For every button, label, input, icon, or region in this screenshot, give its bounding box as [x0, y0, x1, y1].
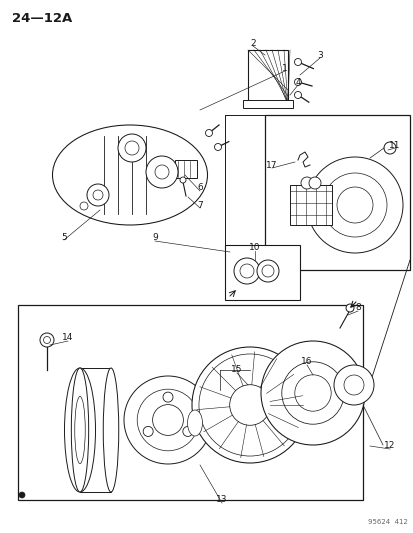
Circle shape — [300, 177, 312, 189]
Circle shape — [256, 260, 278, 282]
Circle shape — [229, 385, 270, 425]
Circle shape — [146, 156, 178, 188]
Ellipse shape — [75, 397, 85, 464]
Polygon shape — [264, 115, 409, 270]
Circle shape — [343, 375, 363, 395]
Text: 15: 15 — [231, 366, 242, 375]
Circle shape — [294, 59, 301, 66]
Circle shape — [124, 376, 211, 464]
Text: 10: 10 — [249, 244, 260, 253]
Ellipse shape — [103, 368, 119, 492]
Text: 16: 16 — [301, 358, 312, 367]
Circle shape — [87, 184, 109, 206]
Text: 5: 5 — [61, 232, 67, 241]
Circle shape — [152, 405, 183, 435]
Circle shape — [308, 177, 320, 189]
Circle shape — [260, 341, 364, 445]
Text: 3: 3 — [316, 51, 322, 60]
Bar — [18, 305, 362, 500]
Circle shape — [192, 347, 307, 463]
Circle shape — [281, 362, 343, 424]
Text: 12: 12 — [383, 441, 395, 450]
Text: 2: 2 — [249, 38, 255, 47]
Circle shape — [383, 142, 395, 154]
Ellipse shape — [71, 368, 88, 492]
Text: 17: 17 — [266, 160, 277, 169]
Polygon shape — [242, 100, 292, 108]
Bar — [175, 160, 197, 178]
Circle shape — [80, 202, 88, 210]
Bar — [224, 245, 299, 300]
Circle shape — [294, 92, 301, 99]
Circle shape — [345, 304, 353, 312]
Text: 9: 9 — [152, 233, 157, 243]
Text: 4: 4 — [294, 77, 300, 86]
Text: 8: 8 — [354, 303, 360, 312]
Text: 11: 11 — [388, 141, 400, 149]
Bar — [80, 368, 111, 492]
Circle shape — [306, 157, 402, 253]
Bar — [289, 185, 331, 225]
Bar — [247, 50, 287, 105]
Text: 6: 6 — [197, 183, 202, 192]
Circle shape — [183, 426, 192, 437]
Text: 7: 7 — [197, 200, 202, 209]
Circle shape — [205, 130, 212, 136]
Text: 13: 13 — [216, 496, 227, 505]
Text: 1: 1 — [281, 63, 287, 72]
Circle shape — [118, 134, 146, 162]
Text: 24—12A: 24—12A — [12, 12, 72, 25]
Circle shape — [294, 78, 301, 85]
Circle shape — [180, 177, 185, 183]
Ellipse shape — [187, 410, 202, 436]
Circle shape — [163, 392, 173, 402]
Circle shape — [40, 333, 54, 347]
Text: 95624  412: 95624 412 — [367, 519, 407, 525]
Circle shape — [214, 143, 221, 150]
Circle shape — [233, 258, 259, 284]
Circle shape — [19, 492, 25, 498]
Text: 14: 14 — [62, 334, 74, 343]
Circle shape — [333, 365, 373, 405]
Circle shape — [143, 426, 153, 437]
